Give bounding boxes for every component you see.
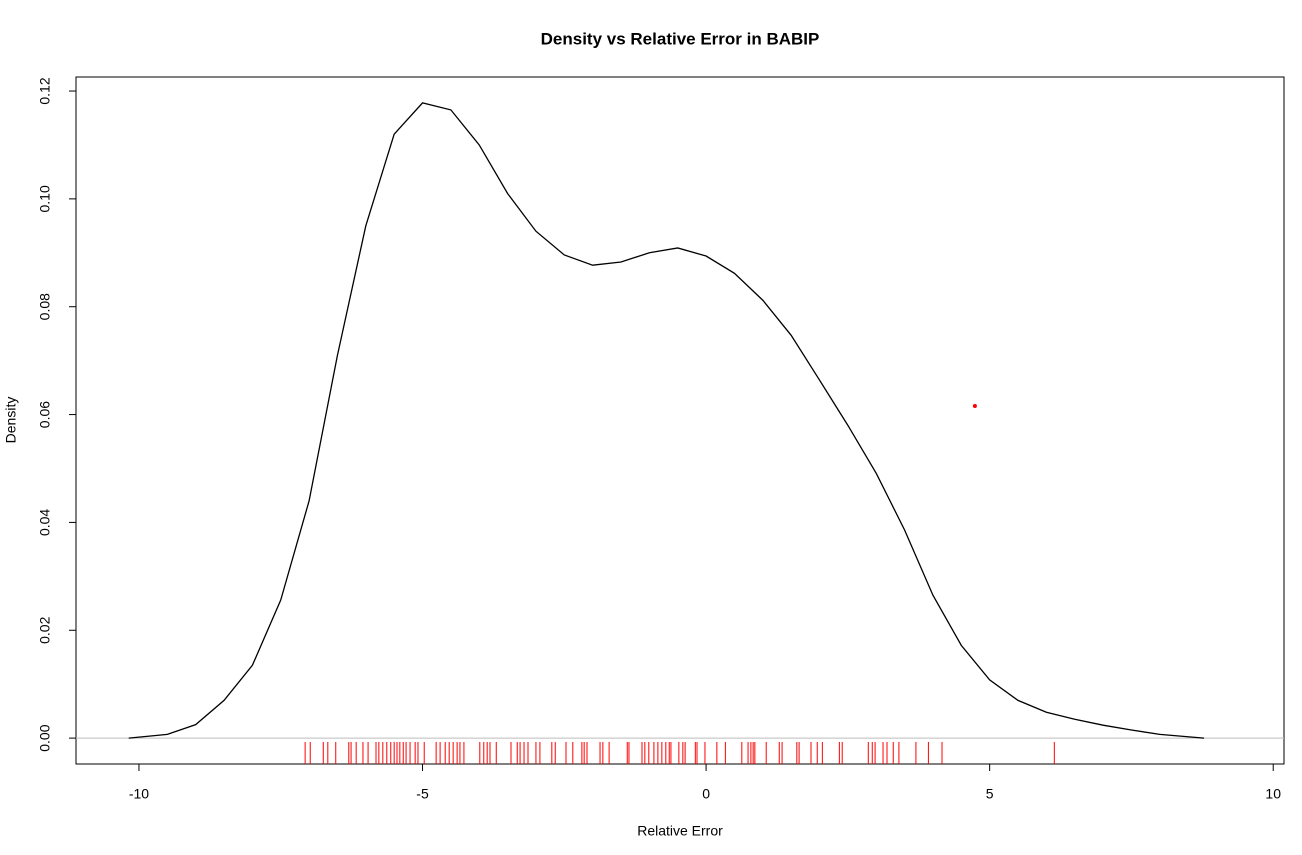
chart-title: Density vs Relative Error in BABIP [541,29,820,48]
point [972,403,977,408]
y-tick-label: 0.00 [37,724,53,751]
x-tick-label: 10 [1265,786,1281,802]
x-axis-label: Relative Error [637,823,723,839]
x-tick-label: 5 [986,786,994,802]
x-tick-label: -10 [129,786,149,802]
y-tick-label: 0.10 [37,185,53,212]
y-tick-label: 0.08 [37,293,53,320]
x-tick-label: 0 [702,786,710,802]
density-curve [128,102,1205,739]
x-tick-label: -5 [416,786,429,802]
plot-frame [75,76,1285,765]
y-tick-label: 0.06 [37,401,53,428]
y-axis-label: Density [3,397,19,444]
y-tick-label: 0.12 [37,77,53,104]
y-tick-label: 0.02 [37,616,53,643]
y-tick-label: 0.04 [37,509,53,536]
